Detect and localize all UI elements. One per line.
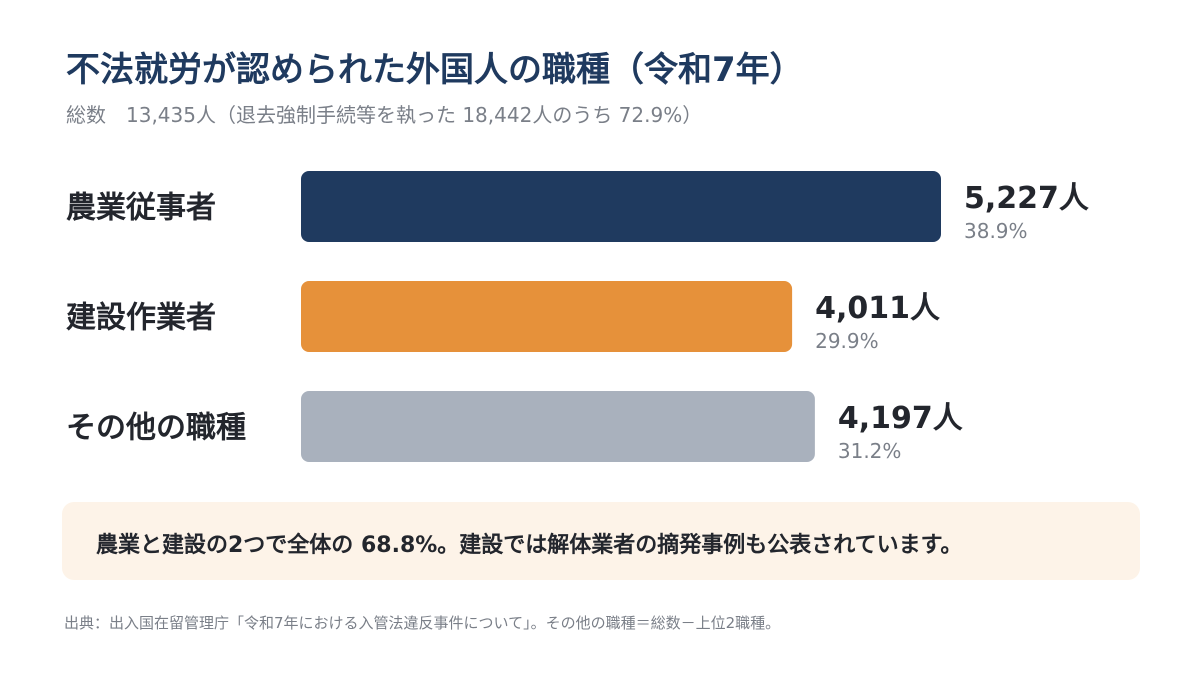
category-label: 農業従事者 — [66, 191, 216, 226]
percent-label: 38.9% — [964, 219, 1028, 243]
bar — [301, 391, 815, 462]
value-label: 4,197人 — [838, 401, 963, 436]
category-label: その他の職種 — [66, 411, 246, 446]
summary-callout: 農業と建設の2つで全体の 68.8%。建設では解体業者の摘発事例も公表されていま… — [62, 502, 1140, 580]
chart-title: 不法就労が認められた外国人の職種（令和7年） — [66, 50, 804, 90]
bar-chart: 農業従事者 5,227人 38.9% 建設作業者 4,011人 29.9% その他の職種 4,… — [66, 171, 1089, 463]
bar — [301, 171, 941, 242]
category-label: 建設作業者 — [66, 301, 216, 336]
source-note: 出典：出入国在留管理庁「令和7年における入管法違反事件について」。その他の職種＝… — [64, 614, 781, 632]
percent-label: 31.2% — [838, 439, 902, 463]
value-label: 5,227人 — [964, 181, 1089, 216]
value-label: 4,011人 — [815, 291, 940, 326]
bar — [301, 281, 793, 352]
summary-callout-text: 農業と建設の2つで全体の 68.8%。建設では解体業者の摘発事例も公表されていま… — [96, 533, 963, 558]
percent-label: 29.9% — [815, 329, 879, 353]
chart-subtitle: 総数 13,435人（退去強制手続等を執った 18,442人のうち 72.9%） — [66, 103, 703, 127]
